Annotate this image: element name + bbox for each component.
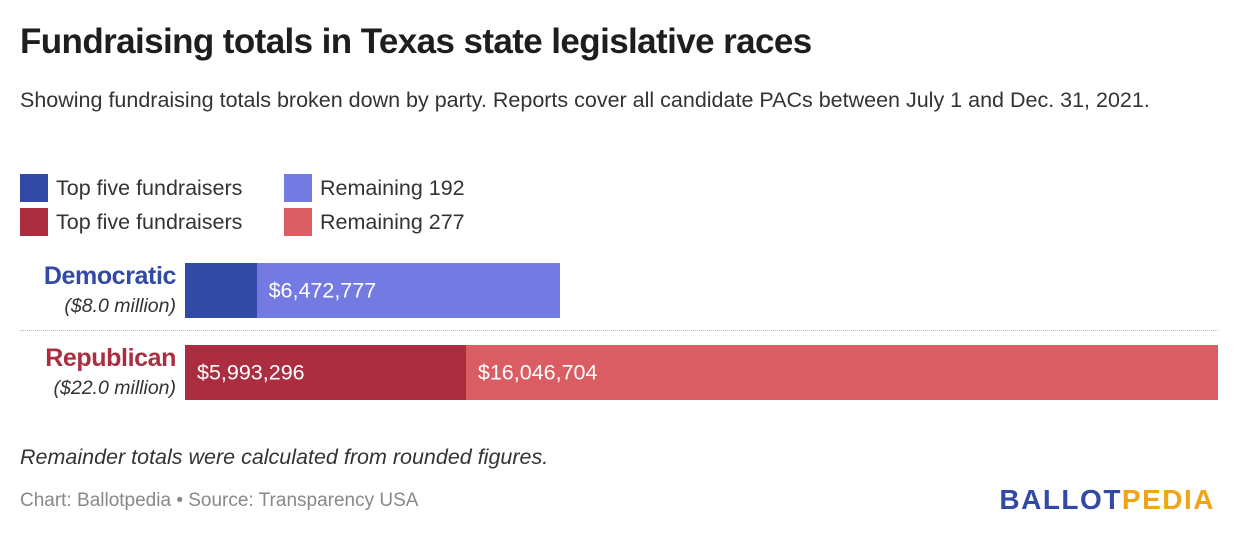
legend-item-rep-top-five: Top five fundraisers: [20, 208, 262, 236]
legend-row-republican: Top five fundraisers Remaining 277: [20, 208, 487, 236]
legend-item-rep-remaining: Remaining 277: [284, 208, 465, 236]
legend-swatch: [20, 208, 48, 236]
legend-item-dem-top-five: Top five fundraisers: [20, 174, 262, 202]
legend-label: Top five fundraisers: [56, 175, 243, 200]
bar-value-label: $16,046,704: [477, 360, 598, 384]
legend-label: Remaining 192: [320, 175, 465, 200]
category-total-republican: ($22.0 million): [53, 377, 176, 399]
legend-label: Remaining 277: [320, 209, 465, 234]
bar-republican-top-five: $5,993,296: [185, 345, 466, 400]
legend-swatch: [20, 174, 48, 202]
category-label-democratic: Democratic: [43, 262, 177, 290]
bar-democratic-remaining: $6,472,777: [256, 263, 560, 318]
stacked-bar-chart: Democratic ($8.0 million) $6,472,777 Republ…: [0, 255, 1240, 415]
bar-republican-remaining: $16,046,704: [465, 345, 1218, 400]
row-divider: [20, 330, 1218, 331]
legend: Top five fundraisers Remaining 192 Top f…: [20, 174, 487, 242]
chart-title: Fundraising totals in Texas state legisl…: [20, 22, 812, 61]
category-label-republican: Republican: [45, 344, 176, 372]
legend-item-dem-remaining: Remaining 192: [284, 174, 465, 202]
chart-subtitle: Showing fundraising totals broken down b…: [20, 88, 1150, 112]
legend-swatch: [284, 208, 312, 236]
bar-value-label: $5,993,296: [197, 360, 305, 384]
legend-label: Top five fundraisers: [56, 209, 243, 234]
ballotpedia-logo: BALLOTPEDIA: [999, 484, 1215, 516]
logo-part-pedia: PEDIA: [1121, 484, 1215, 515]
category-total-democratic: ($8.0 million): [64, 295, 176, 317]
chart-note: Remainder totals were calculated from ro…: [20, 445, 549, 469]
legend-swatch: [284, 174, 312, 202]
logo-part-ballot: BALLOT: [999, 484, 1122, 515]
bar-democratic-top-five: [185, 263, 257, 318]
chart-source: Chart: Ballotpedia • Source: Transparenc…: [20, 490, 419, 511]
bar-value-label: $6,472,777: [268, 278, 377, 302]
legend-row-democratic: Top five fundraisers Remaining 192: [20, 174, 487, 202]
